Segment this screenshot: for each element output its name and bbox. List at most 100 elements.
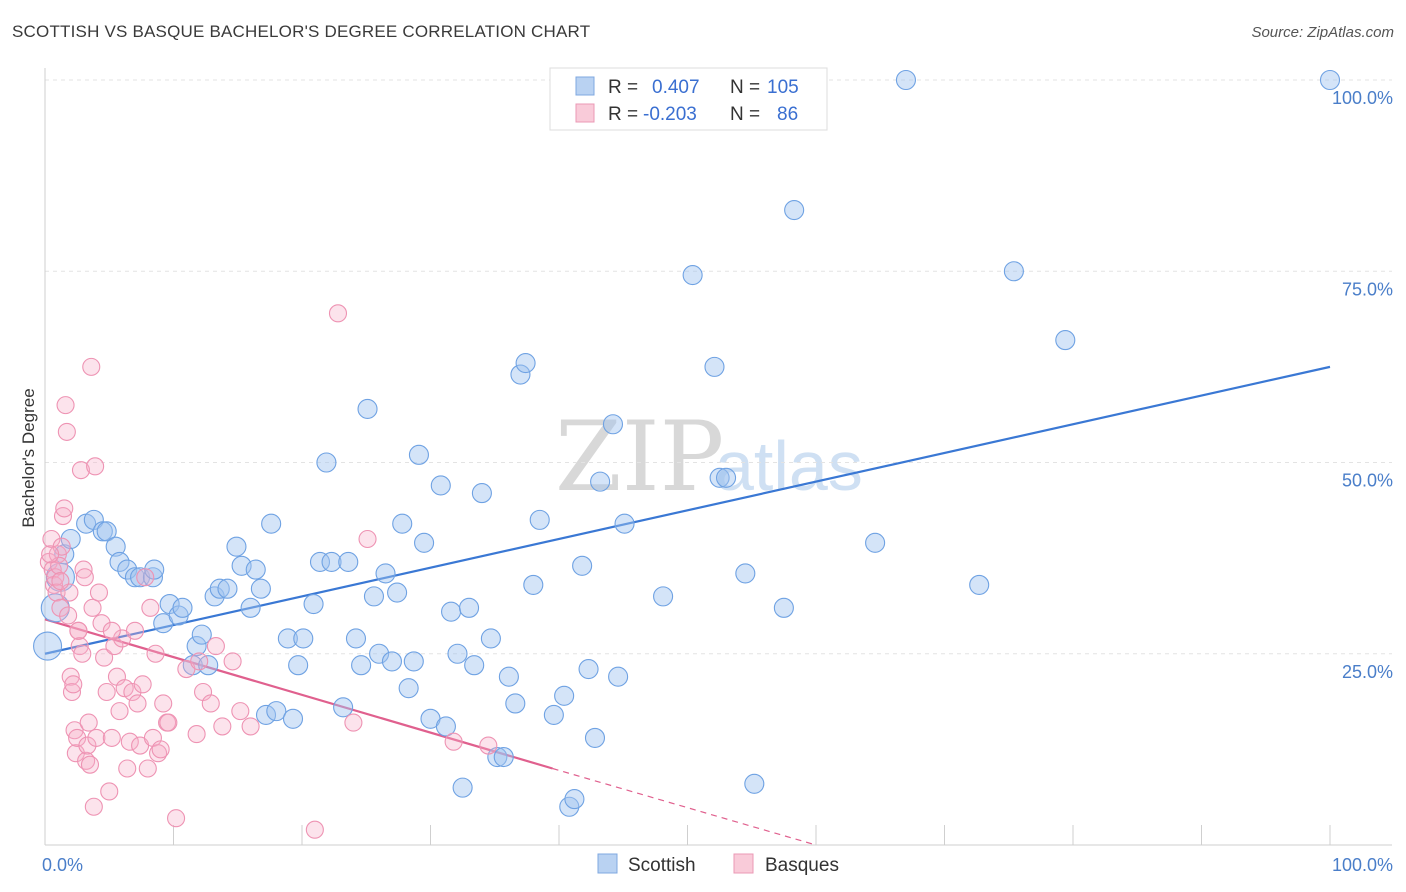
- watermark-atlas: atlas: [715, 427, 863, 505]
- basques-point: [479, 736, 498, 755]
- basques-point: [62, 682, 82, 702]
- scottish-point: [515, 352, 536, 374]
- scottish-point: [572, 555, 593, 576]
- legend: R = 0.407 N = 105 R = -0.203 N = 86: [549, 67, 828, 131]
- scottish-point: [345, 628, 367, 649]
- scottish-point: [109, 551, 130, 573]
- basques-point: [123, 682, 142, 702]
- scottish-point: [480, 628, 501, 649]
- scottish-point: [191, 624, 212, 645]
- chart-title: SCOTTISH VS BASQUE BACHELOR'S DEGREE COR…: [12, 22, 591, 41]
- y-axis-label: Bachelor's Degree: [19, 388, 38, 527]
- basques-point: [146, 644, 165, 663]
- scottish-point: [403, 651, 424, 672]
- legend-r-label-basques: R =: [608, 104, 638, 125]
- scottish-point: [447, 643, 468, 664]
- basques-points: [39, 304, 498, 839]
- scottish-point: [735, 563, 756, 584]
- basques-point: [89, 583, 109, 602]
- scottish-point: [261, 513, 282, 534]
- scottish-point: [1055, 330, 1076, 351]
- scottish-point: [590, 471, 611, 492]
- basques-point: [82, 357, 101, 376]
- scottish-point: [303, 593, 324, 615]
- scottish-point: [316, 452, 337, 473]
- scottish-point: [653, 586, 674, 607]
- basques-point: [59, 606, 78, 625]
- scottish-point: [554, 685, 575, 706]
- scottish-point: [124, 567, 145, 588]
- basques-point: [51, 572, 70, 591]
- grid-lines: [45, 79, 1392, 655]
- bottom-legend-swatch-basques: [733, 853, 754, 874]
- scottish-point: [198, 655, 219, 676]
- trend-line-basques: [44, 618, 553, 770]
- scottish-point: [338, 551, 359, 573]
- scottish-point: [510, 364, 531, 385]
- basques-point: [92, 614, 111, 633]
- x-tick-label-max: 100.0%: [1332, 855, 1393, 875]
- basques-point: [68, 728, 87, 747]
- basques-point: [128, 694, 147, 713]
- scottish-point: [105, 536, 126, 557]
- scottish-point: [288, 655, 309, 676]
- scottish-point: [464, 655, 485, 676]
- scottish-point: [60, 528, 81, 550]
- basques-point: [105, 637, 124, 656]
- basques-point: [305, 820, 324, 839]
- scottish-point: [333, 697, 354, 718]
- basques-point: [151, 740, 170, 759]
- scottish-point: [381, 651, 403, 672]
- scottish-point: [498, 666, 519, 687]
- basques-point: [231, 702, 250, 721]
- basques-point: [79, 713, 98, 732]
- scottish-point: [744, 773, 765, 794]
- scottish-point: [1319, 69, 1341, 91]
- scottish-point: [375, 563, 396, 584]
- scottish-point: [529, 509, 550, 530]
- scottish-point: [277, 628, 298, 649]
- scottish-point: [709, 467, 730, 488]
- basques-point: [74, 560, 93, 579]
- scottish-point: [172, 597, 193, 618]
- trend-lines: [44, 365, 1331, 846]
- scottish-point: [33, 631, 63, 661]
- basques-point: [167, 809, 186, 828]
- watermark-zip: ZIP: [555, 401, 724, 513]
- scottish-point: [357, 398, 378, 420]
- scottish-point: [144, 559, 165, 580]
- scottish-point: [715, 467, 737, 488]
- basques-point: [133, 675, 152, 694]
- scottish-point: [96, 521, 117, 542]
- basques-point: [53, 506, 73, 526]
- bottom-legend-scottish: Scottish: [628, 855, 696, 876]
- basques-point: [75, 568, 94, 587]
- scottish-point: [186, 636, 207, 657]
- y-tick-label-25: 25.0%: [1342, 662, 1393, 682]
- scottish-point: [250, 578, 271, 599]
- y-tick-label-50: 50.0%: [1342, 471, 1393, 491]
- basques-point: [86, 457, 105, 476]
- scottish-point: [784, 200, 805, 221]
- basques-point: [73, 644, 92, 663]
- scottish-point: [209, 578, 230, 599]
- scottish-point: [773, 597, 794, 618]
- scottish-point: [255, 704, 277, 726]
- scottish-point: [117, 559, 138, 580]
- basques-point: [120, 732, 139, 751]
- basques-point: [206, 637, 225, 656]
- y-tick-label-75: 75.0%: [1342, 279, 1393, 299]
- basques-point: [87, 728, 106, 747]
- basques-point: [56, 396, 75, 415]
- basques-point: [42, 529, 61, 549]
- legend-r-value-basques: -0.203: [643, 104, 697, 125]
- scottish-point: [293, 628, 314, 649]
- y-tick-label-100: 100.0%: [1332, 88, 1393, 108]
- scottish-point: [398, 678, 419, 699]
- scottish-point: [487, 746, 508, 768]
- scottish-point: [408, 444, 429, 465]
- legend-n-value-basques: 86: [777, 104, 798, 125]
- scottish-point: [266, 701, 287, 722]
- scottish-point: [321, 551, 342, 573]
- basques-point: [102, 728, 121, 747]
